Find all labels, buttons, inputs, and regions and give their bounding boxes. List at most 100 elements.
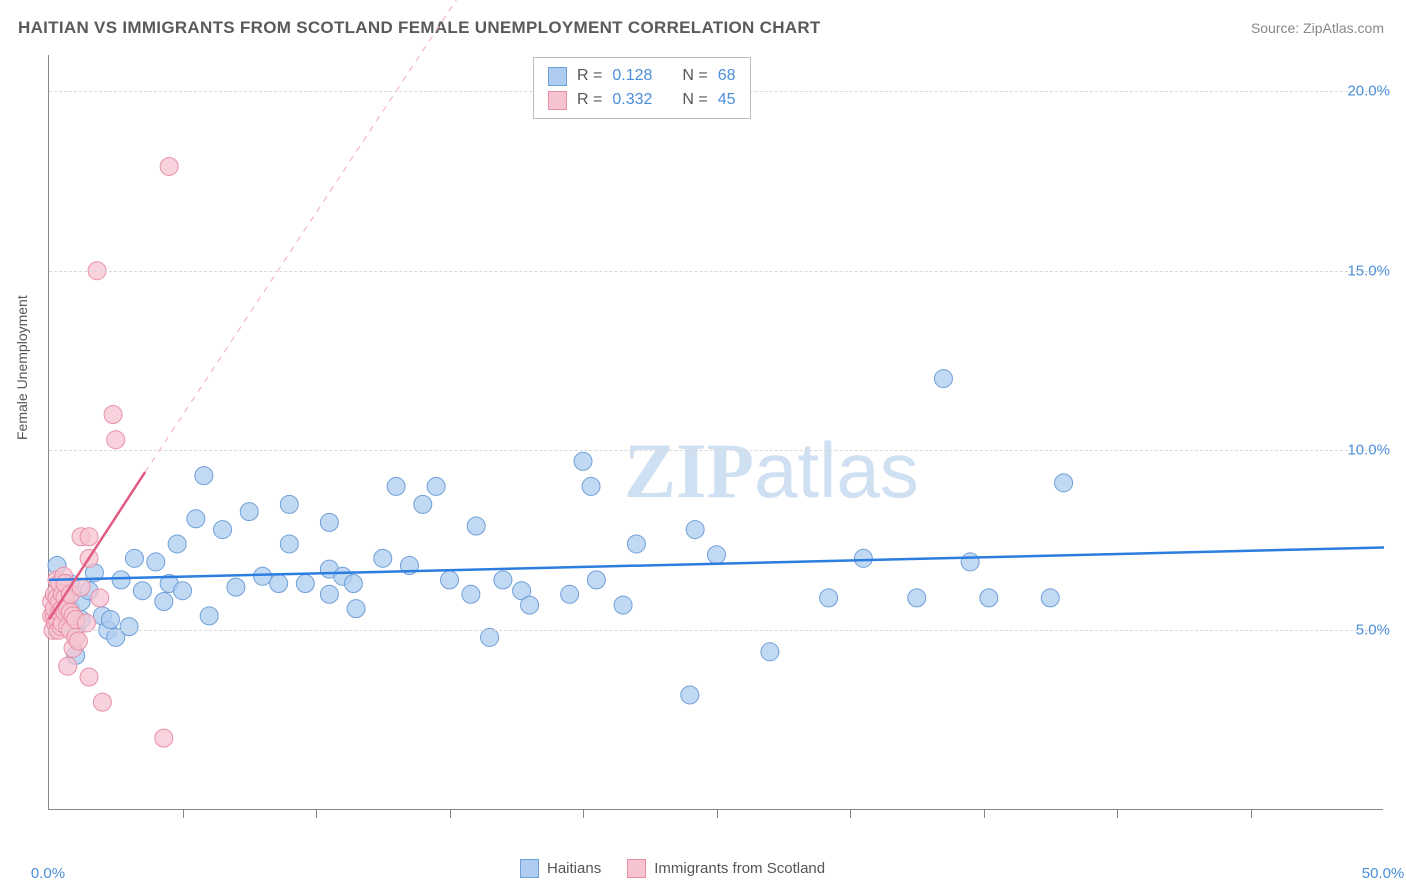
stats-legend-box: R = 0.128 N = 68 R = 0.332 N = 45 <box>533 57 751 119</box>
gridline-horizontal <box>49 630 1383 631</box>
scatter-point <box>574 452 592 470</box>
scatter-point <box>980 589 998 607</box>
x-tick <box>583 809 584 818</box>
x-tick <box>984 809 985 818</box>
stat-n-label: N = <box>682 88 707 112</box>
scatter-point <box>280 495 298 513</box>
scatter-point <box>80 528 98 546</box>
scatter-point <box>414 495 432 513</box>
x-tick-label: 0.0% <box>31 865 65 882</box>
gridline-horizontal <box>49 450 1383 451</box>
trendline-extension <box>145 0 503 472</box>
scatter-point <box>582 477 600 495</box>
legend-label: Haitians <box>547 860 601 877</box>
stat-r-value: 0.332 <box>612 88 652 112</box>
legend-item: Haitians <box>520 859 601 878</box>
scatter-point <box>93 693 111 711</box>
scatter-point <box>147 553 165 571</box>
chart-title: HAITIAN VS IMMIGRANTS FROM SCOTLAND FEMA… <box>18 18 821 38</box>
scatter-point <box>521 596 539 614</box>
scatter-point <box>387 477 405 495</box>
legend-swatch <box>627 859 646 878</box>
scatter-point <box>101 610 119 628</box>
scatter-point <box>761 643 779 661</box>
x-tick <box>183 809 184 818</box>
scatter-point <box>254 567 272 585</box>
scatter-point <box>820 589 838 607</box>
stat-n-value: 68 <box>718 64 736 88</box>
scatter-point <box>240 503 258 521</box>
legend-swatch <box>548 67 567 86</box>
scatter-point <box>374 549 392 567</box>
chart-plot-area: ZIPatlas <box>48 55 1383 810</box>
scatter-point <box>934 370 952 388</box>
scatter-point <box>961 553 979 571</box>
scatter-point <box>427 477 445 495</box>
bottom-legend: Haitians Immigrants from Scotland <box>520 859 825 878</box>
scatter-point <box>614 596 632 614</box>
scatter-point <box>107 431 125 449</box>
scatter-point <box>214 521 232 539</box>
scatter-point <box>155 729 173 747</box>
scatter-point <box>168 535 186 553</box>
scatter-point <box>441 571 459 589</box>
scatter-point <box>91 589 109 607</box>
scatter-point <box>1041 589 1059 607</box>
scatter-point <box>195 467 213 485</box>
legend-swatch <box>548 91 567 110</box>
x-tick <box>450 809 451 818</box>
source-label: Source: <box>1251 20 1303 36</box>
scatter-point <box>69 632 87 650</box>
y-tick-label: 20.0% <box>1347 82 1390 99</box>
scatter-svg <box>49 55 1383 809</box>
gridline-horizontal <box>49 271 1383 272</box>
stats-row: R = 0.128 N = 68 <box>548 64 736 88</box>
scatter-point <box>908 589 926 607</box>
scatter-point <box>686 521 704 539</box>
scatter-point <box>681 686 699 704</box>
scatter-point <box>708 546 726 564</box>
x-tick <box>1251 809 1252 818</box>
scatter-point <box>320 585 338 603</box>
scatter-point <box>155 592 173 610</box>
x-tick <box>717 809 718 818</box>
stat-r-label: R = <box>577 88 602 112</box>
scatter-point <box>320 513 338 531</box>
scatter-point <box>494 571 512 589</box>
stat-r-label: R = <box>577 64 602 88</box>
scatter-point <box>270 575 288 593</box>
x-tick <box>850 809 851 818</box>
scatter-point <box>344 575 362 593</box>
scatter-point <box>125 549 143 567</box>
scatter-point <box>627 535 645 553</box>
scatter-point <box>200 607 218 625</box>
stat-n-value: 45 <box>718 88 736 112</box>
scatter-point <box>112 571 130 589</box>
scatter-point <box>296 575 314 593</box>
y-axis-label: Female Unemployment <box>14 295 30 440</box>
legend-item: Immigrants from Scotland <box>627 859 825 878</box>
source-value: ZipAtlas.com <box>1303 20 1384 36</box>
scatter-point <box>187 510 205 528</box>
legend-label: Immigrants from Scotland <box>654 860 825 877</box>
x-tick <box>316 809 317 818</box>
scatter-point <box>227 578 245 596</box>
stats-row: R = 0.332 N = 45 <box>548 88 736 112</box>
scatter-point <box>854 549 872 567</box>
stat-n-label: N = <box>682 64 707 88</box>
y-tick-label: 5.0% <box>1356 622 1390 639</box>
scatter-point <box>347 600 365 618</box>
scatter-point <box>280 535 298 553</box>
stat-r-value: 0.128 <box>612 64 652 88</box>
scatter-point <box>104 406 122 424</box>
scatter-point <box>120 618 138 636</box>
scatter-point <box>174 582 192 600</box>
scatter-point <box>80 668 98 686</box>
scatter-point <box>561 585 579 603</box>
scatter-point <box>133 582 151 600</box>
scatter-point <box>467 517 485 535</box>
x-tick-label: 50.0% <box>1362 865 1405 882</box>
scatter-point <box>587 571 605 589</box>
y-tick-label: 10.0% <box>1347 442 1390 459</box>
scatter-point <box>59 657 77 675</box>
